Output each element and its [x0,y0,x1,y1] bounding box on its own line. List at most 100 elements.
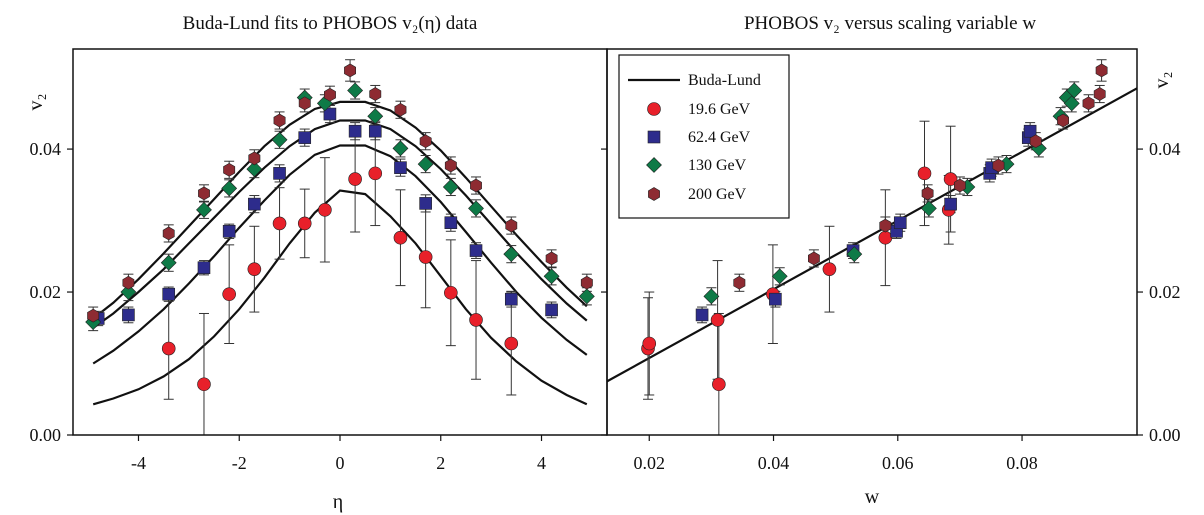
data-point-200-gev [223,162,236,177]
data-point-62-4-gev [545,303,558,317]
right-y-tick-label: 0.02 [1149,282,1181,302]
data-point-200-gev [879,218,892,233]
right-x-axis-label: w [865,486,880,508]
data-point-200-gev [369,87,382,101]
data-point-62-4-gev [769,292,782,306]
right-x-tick-label: 0.04 [758,453,790,473]
data-point-62-4-gev [695,308,709,322]
data-point-62-4-gev [222,224,236,238]
data-point-19-6-gev [917,166,932,181]
right-x-tick-label: 0.02 [634,453,666,473]
data-point-130-gev [367,108,384,125]
data-point-130-gev [271,131,288,148]
data-point-200-gev [248,151,261,166]
data-point-62-4-gev [469,244,483,257]
data-point-200-gev [198,186,210,201]
data-point-62-4-gev [122,308,135,322]
data-point-130-gev [703,288,720,305]
data-point-19-6-gev [197,377,211,392]
legend-label: 200 GeV [688,186,747,203]
data-point-200-gev [162,226,175,241]
data-point-19-6-gev [222,287,236,301]
data-point-130-gev [160,254,177,271]
legend-swatch-19-6-gev [647,102,661,116]
data-point-200-gev [992,158,1005,173]
legend-swatch-62-4-gev [647,130,661,144]
data-point-130-gev [347,82,364,99]
data-point-200-gev [470,178,482,193]
fit-curve-200-gev [92,100,588,320]
data-point-62-4-gev [298,131,312,144]
data-point-19-6-gev [297,216,312,231]
data-point-200-gev [953,178,966,193]
data-point-200-gev [1082,96,1095,111]
data-point-200-gev [1029,134,1042,149]
data-point-19-6-gev [878,230,893,245]
legend-label: 130 GeV [688,157,747,174]
data-point-19-6-gev [642,336,657,351]
data-point-200-gev [273,113,286,128]
data-point-130-gev [503,246,520,263]
data-point-200-gev [1095,63,1108,78]
right-plot-frame [606,48,1138,436]
data-point-130-gev [246,161,263,178]
data-point-200-gev [344,63,357,78]
data-point-200-gev [394,102,407,117]
data-point-200-gev [122,275,135,290]
right-x-tick-label: 0.06 [882,453,914,473]
fit-curve-62-4-gev [92,144,588,365]
data-point-19-6-gev [368,166,383,181]
data-point-62-4-gev [348,124,362,138]
data-point-19-6-gev [504,336,519,351]
left-y-tick-label: 0.04 [30,139,62,159]
left-x-tick-label: 2 [436,453,445,473]
data-point-19-6-gev [712,377,726,392]
data-point-130-gev [771,268,788,285]
buda-lund-line [606,87,1138,383]
data-point-200-gev [505,218,518,233]
legend: Buda-Lund 19.6 GeV 62.4 GeV 130 GeV 200 GeV [618,54,790,219]
data-point-19-6-gev [418,250,433,264]
data-point-19-6-gev [348,172,362,186]
data-point-19-6-gev [469,313,483,327]
data-point-19-6-gev [318,203,332,217]
data-point-200-gev [87,308,100,323]
left-chart-title: Buda-Lund fits to PHOBOS v₂(η) data [183,13,478,34]
data-point-62-4-gev [893,216,907,229]
legend-swatch-200-gev [648,187,660,201]
data-point-200-gev [419,134,432,149]
data-point-200-gev [733,275,746,290]
data-point-19-6-gev [161,341,176,356]
data-point-62-4-gev [419,197,432,210]
data-point-130-gev [196,201,212,218]
left-x-tick-label: -4 [131,453,146,473]
data-point-19-6-gev [943,172,958,186]
right-chart-title: PHOBOS v₂ versus scaling variable w [744,13,1036,34]
left-plot-area: -4 -2 0 2 4 0.00 0.02 0.04 [30,59,595,473]
data-point-130-gev [1066,82,1083,99]
data-point-130-gev [920,200,937,217]
data-point-200-gev [298,96,311,111]
data-point-130-gev [578,288,595,305]
data-point-62-4-gev [162,287,176,301]
data-point-130-gev [417,156,434,173]
fit-curve-19-6-gev [92,189,588,406]
data-point-62-4-gev [368,124,382,138]
data-point-200-gev [545,251,558,266]
data-point-19-6-gev [710,313,725,327]
data-point-200-gev [323,87,336,102]
data-point-19-6-gev [822,262,837,276]
data-point-200-gev [580,275,593,290]
data-point-130-gev [543,268,560,285]
data-point-62-4-gev [1023,124,1037,138]
data-point-62-4-gev [248,197,261,211]
data-point-130-gev [442,179,459,195]
data-point-62-4-gev [944,197,957,211]
left-y-axis-label: v₂ [25,94,47,111]
legend-swatch-130-gev [646,157,662,173]
data-point-19-6-gev [247,262,262,276]
data-point-62-4-gev [323,107,337,121]
data-point-62-4-gev [394,161,407,174]
left-y-tick-label: 0.02 [30,282,62,302]
